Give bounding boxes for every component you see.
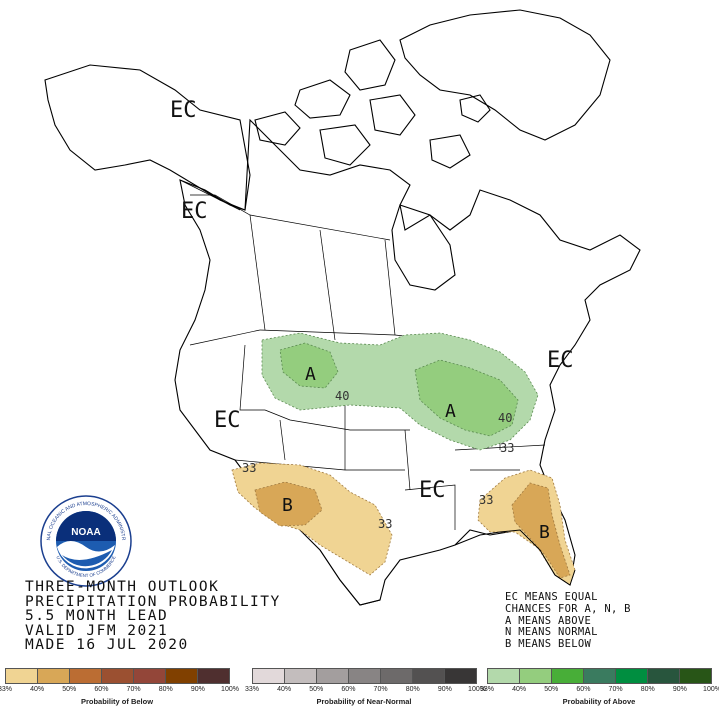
ec-label-northeast: EC — [547, 348, 574, 373]
legend-note-2: CHANCES FOR A, N, B — [505, 602, 631, 615]
legend-swatch-above-0 — [488, 669, 520, 683]
legend-ticks-below: 33% 40% 50% 60% 70% 80% 90% 100% — [0, 686, 239, 696]
outlook-title-block: THREE-MONTH OUTLOOK PRECIPITATION PROBAB… — [25, 580, 281, 653]
ec-label-south: EC — [419, 478, 446, 503]
contour-label-33-se: 33 — [479, 493, 494, 507]
legend-tick-normal-6: 90% — [437, 686, 452, 693]
above-40-lakes — [414, 359, 519, 437]
legend-swatch-above-6 — [680, 669, 711, 683]
legend-tick-above-2: 50% — [544, 686, 559, 693]
contour-label-40-plains: 40 — [335, 389, 350, 403]
legend-tick-below-5: 80% — [158, 686, 173, 693]
legend-tick-normal-2: 50% — [309, 686, 324, 693]
ec-label-alaska: EC — [170, 98, 197, 123]
legend-title-below: Probability of Below — [80, 697, 154, 706]
legend-title-normal: Probability of Near-Normal — [316, 697, 412, 706]
gulf-coast — [319, 529, 576, 606]
title-line-1: THREE-MONTH OUTLOOK — [25, 579, 220, 595]
legend-notes: EC MEANS EQUAL CHANCES FOR A, N, B A MEA… — [505, 591, 631, 651]
legend-ticks-above: 33% 40% 50% 60% 70% 80% 90% 100% — [480, 686, 719, 696]
legend-swatch-normal-2 — [317, 669, 349, 683]
legend-tick-below-2: 50% — [62, 686, 77, 693]
legend-note-3: A MEANS ABOVE — [505, 614, 592, 627]
legend-swatch-below-1 — [38, 669, 70, 683]
legend-tick-above-7: 100% — [703, 686, 719, 693]
legend-tick-below-3: 60% — [94, 686, 109, 693]
legend-tick-above-6: 90% — [672, 686, 687, 693]
below-40-southeast — [511, 482, 571, 579]
below-normal-regions — [231, 462, 576, 586]
legend-tick-above-5: 80% — [640, 686, 655, 693]
title-line-5: MADE 16 JUL 2020 — [25, 637, 189, 654]
above-label-plains: A — [305, 364, 316, 385]
legend-swatch-below-3 — [102, 669, 134, 683]
legend-swatch-below-2 — [70, 669, 102, 683]
legend-swatch-normal-5 — [413, 669, 445, 683]
noaa-logo-text: NOAA — [71, 527, 100, 538]
ec-label-british-columbia: EC — [181, 199, 208, 224]
contour-label-33-sw-right: 33 — [378, 517, 393, 531]
legend-tick-below-4: 70% — [126, 686, 141, 693]
legend-bar-above — [487, 668, 712, 684]
legend-tick-normal-4: 70% — [373, 686, 388, 693]
title-line-3: 5.5 MONTH LEAD — [25, 608, 169, 625]
legend-swatch-normal-0 — [253, 669, 285, 683]
legend-tick-below-6: 90% — [190, 686, 205, 693]
legend-tick-below-1: 40% — [30, 686, 45, 693]
above-normal-regions — [261, 332, 539, 451]
legend-tick-normal-3: 60% — [341, 686, 356, 693]
legend-bar-below — [5, 668, 230, 684]
legend-title-above: Probability of Above — [562, 697, 636, 706]
legend-swatch-normal-3 — [349, 669, 381, 683]
noaa-logo: NOAA NATIONAL OCEANIC AND ATMOSPHERIC AD… — [40, 495, 132, 587]
above-40-plains — [279, 342, 339, 389]
legend-note-4: N MEANS NORMAL — [505, 626, 598, 639]
legend-note-1: EC MEANS EQUAL — [505, 591, 598, 603]
legend-tick-normal-1: 40% — [277, 686, 292, 693]
legend-tick-above-3: 60% — [576, 686, 591, 693]
above-label-great-lakes: A — [445, 401, 456, 422]
legend-swatch-below-5 — [166, 669, 198, 683]
title-line-2: PRECIPITATION PROBABILITY — [25, 593, 281, 610]
legend-swatch-below-6 — [198, 669, 229, 683]
contour-label-33-lakes: 33 — [500, 441, 515, 455]
legend-swatch-below-0 — [6, 669, 38, 683]
legend-swatch-above-5 — [648, 669, 680, 683]
legend-swatch-above-1 — [520, 669, 552, 683]
legend-ticks-normal: 33% 40% 50% 60% 70% 80% 90% 100% — [245, 686, 486, 696]
legend-tick-below-0: 33% — [0, 686, 13, 693]
below-label-florida: B — [539, 522, 550, 543]
title-line-4: VALID JFM 2021 — [25, 622, 169, 639]
legend-tick-above-0: 33% — [479, 686, 495, 693]
legend-tick-above-1: 40% — [512, 686, 527, 693]
contour-label-33-sw-left: 33 — [242, 461, 257, 475]
ec-label-west: EC — [214, 408, 241, 433]
legend-tick-below-7: 100% — [221, 686, 239, 693]
legend-tick-above-4: 70% — [608, 686, 623, 693]
legend-swatch-below-4 — [134, 669, 166, 683]
below-40-southwest — [254, 481, 323, 527]
legend-tick-normal-0: 33% — [244, 686, 260, 693]
legend-swatch-above-4 — [616, 669, 648, 683]
legend-swatch-normal-4 — [381, 669, 413, 683]
legend-bar-normal — [252, 668, 477, 684]
legend-swatch-above-3 — [584, 669, 616, 683]
legend-tick-normal-5: 80% — [405, 686, 420, 693]
legend-swatch-normal-1 — [285, 669, 317, 683]
legend-tick-normal-7: 100% — [468, 686, 486, 693]
below-label-southwest: B — [282, 495, 293, 516]
legend-swatch-normal-6 — [445, 669, 476, 683]
legend-swatch-above-2 — [552, 669, 584, 683]
contour-label-40-lakes: 40 — [498, 411, 513, 425]
legend-note-5: B MEANS BELOW — [505, 638, 592, 651]
